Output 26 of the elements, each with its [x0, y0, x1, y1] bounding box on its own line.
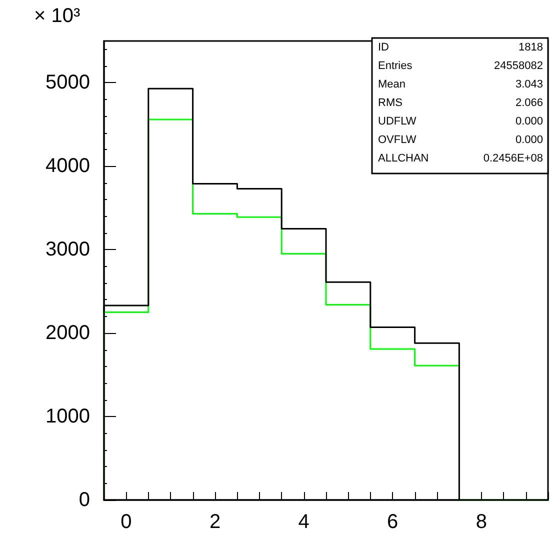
y-tick-label: 3000 [46, 238, 90, 261]
annotation: 0.000 [515, 116, 543, 128]
annotation: 0.2456E+08 [483, 152, 543, 164]
annotation: Entries [378, 60, 413, 72]
y-tick-label: 1000 [46, 406, 90, 428]
annotation: RMS [378, 97, 402, 109]
annotation: 2.066 [515, 97, 543, 109]
annotation: 1818 [518, 42, 543, 54]
y-axis-title: × 10³ [34, 5, 80, 27]
annotation: OVFLW [378, 134, 417, 146]
annotation: ID [378, 42, 390, 54]
annotation: ALLCHAN [378, 152, 429, 164]
annotation: 0.000 [515, 134, 543, 146]
annotation: Mean [378, 78, 406, 90]
annotation: 24558082 [494, 60, 543, 72]
y-tick-label: 0 [78, 489, 90, 511]
y-tick-label: 5000 [46, 72, 90, 94]
y-tick-label: 2000 [46, 322, 90, 344]
annotation: UDFLW [378, 116, 417, 128]
x-tick-label: 8 [476, 511, 487, 533]
x-tick-label: 6 [387, 511, 398, 533]
x-tick-label: 2 [209, 511, 221, 533]
x-tick-label: 0 [120, 511, 132, 533]
y-tick-label: 4000 [46, 155, 90, 178]
x-tick-label: 4 [298, 511, 310, 533]
annotation: 3.043 [515, 78, 543, 90]
